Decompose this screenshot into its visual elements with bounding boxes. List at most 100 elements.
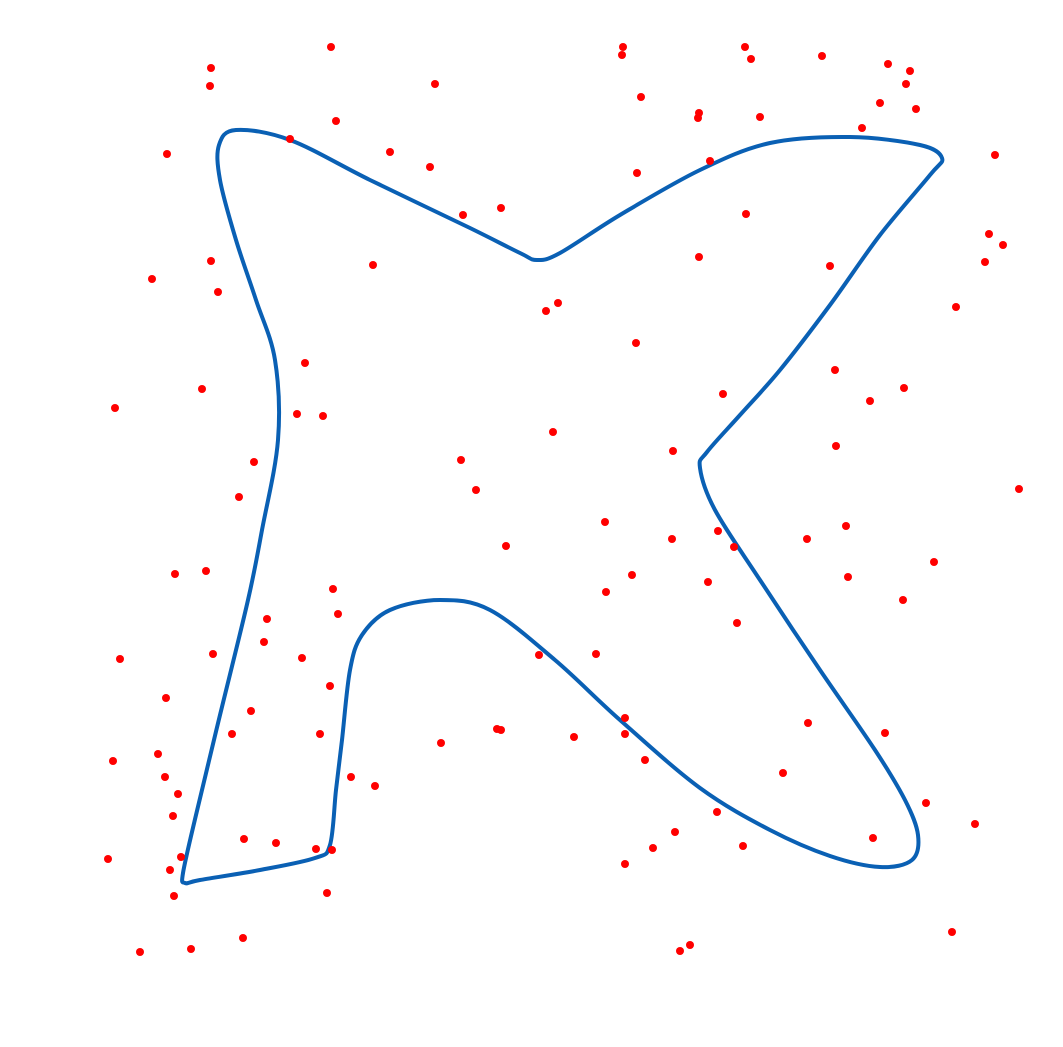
scatter-point: [628, 571, 636, 579]
scatter-point: [207, 64, 215, 72]
scatter-point: [316, 730, 324, 738]
scatter-point: [319, 412, 327, 420]
scatter-point: [900, 384, 908, 392]
scatter-point: [163, 150, 171, 158]
scatter-point: [542, 307, 550, 315]
scatter-point: [171, 570, 179, 578]
scatter-point: [899, 596, 907, 604]
scatter-point: [714, 527, 722, 535]
scatter-point: [334, 610, 342, 618]
scatter-point: [669, 447, 677, 455]
scatter-point: [592, 650, 600, 658]
scatter-point: [668, 535, 676, 543]
scatter-point: [686, 941, 694, 949]
scatter-point: [739, 842, 747, 850]
scatter-point: [733, 619, 741, 627]
scatter-point: [719, 390, 727, 398]
scatter-point: [174, 790, 182, 798]
scatter-point: [497, 726, 505, 734]
scatter-point: [694, 114, 702, 122]
scatter-point: [535, 651, 543, 659]
scatter-point: [263, 615, 271, 623]
scatter-point: [747, 55, 755, 63]
scatter-point: [109, 757, 117, 765]
scatter-point: [347, 773, 355, 781]
scatter-point: [869, 834, 877, 842]
scatter-point: [826, 262, 834, 270]
scatter-point: [858, 124, 866, 132]
scatter-point: [618, 51, 626, 59]
scatter-point: [293, 410, 301, 418]
scatter-point: [116, 655, 124, 663]
scatter-point: [214, 288, 222, 296]
scatter-point: [426, 163, 434, 171]
scatter-point: [239, 934, 247, 942]
scatter-point: [170, 892, 178, 900]
scatter-point: [902, 80, 910, 88]
scatter-point: [502, 542, 510, 550]
scatter-point: [206, 82, 214, 90]
scatter-point: [948, 928, 956, 936]
scatter-point: [329, 585, 337, 593]
scatter-point: [166, 866, 174, 874]
scatter-point: [247, 707, 255, 715]
scatter-point: [570, 733, 578, 741]
scatter-point: [601, 518, 609, 526]
scatter-point: [326, 682, 334, 690]
scatter-point: [104, 855, 112, 863]
scatter-point: [704, 578, 712, 586]
scatter-point: [602, 588, 610, 596]
scatter-point: [695, 253, 703, 261]
scatter-point: [136, 948, 144, 956]
scatter-point: [260, 638, 268, 646]
scatter-point: [756, 113, 764, 121]
scatter-point: [633, 169, 641, 177]
scatter-point: [637, 93, 645, 101]
scatter-point: [641, 756, 649, 764]
scatter-point: [884, 60, 892, 68]
scatter-point: [431, 80, 439, 88]
scatter-point: [286, 135, 294, 143]
scatter-point: [742, 210, 750, 218]
scatter-point: [332, 117, 340, 125]
scatter-point: [312, 845, 320, 853]
scatter-point: [111, 404, 119, 412]
scatter-point: [228, 730, 236, 738]
scatter-point: [676, 947, 684, 955]
scatter-point: [301, 359, 309, 367]
scatter-point: [831, 366, 839, 374]
scatter-point: [649, 844, 657, 852]
scatter-point: [1015, 485, 1023, 493]
scatter-point: [327, 43, 335, 51]
scatter-point: [298, 654, 306, 662]
scatter-point: [198, 385, 206, 393]
scatter-point: [866, 397, 874, 405]
scatter-point: [328, 846, 336, 854]
scatter-point: [912, 105, 920, 113]
scatter-point: [148, 275, 156, 283]
scatter-point: [386, 148, 394, 156]
scatter-point: [906, 67, 914, 75]
scatter-point: [922, 799, 930, 807]
scatter-point: [554, 299, 562, 307]
scatter-point: [240, 835, 248, 843]
scatter-point: [706, 157, 714, 165]
scatter-point: [161, 773, 169, 781]
scatter-point: [842, 522, 850, 530]
scatter-point: [930, 558, 938, 566]
scatter-point: [457, 456, 465, 464]
scatter-point: [713, 808, 721, 816]
scatter-point: [981, 258, 989, 266]
scatter-point: [162, 694, 170, 702]
scatter-point: [549, 428, 557, 436]
scatter-point: [621, 714, 629, 722]
curve-layer: [180, 127, 945, 886]
scatter-point: [832, 442, 840, 450]
scatter-point: [730, 543, 738, 551]
scatter-point: [371, 782, 379, 790]
scatter-point: [250, 458, 258, 466]
scatter-point: [207, 257, 215, 265]
